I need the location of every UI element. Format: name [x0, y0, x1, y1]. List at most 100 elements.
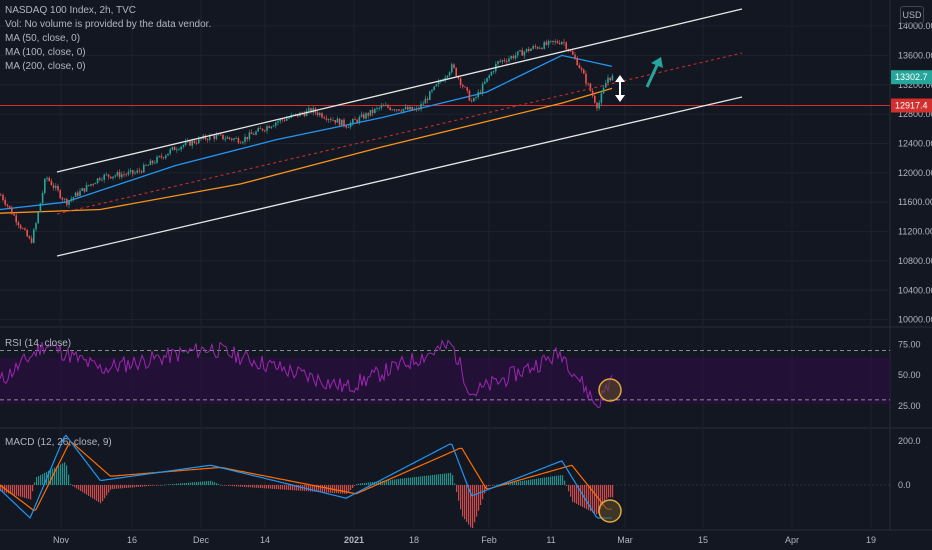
candle-body: [530, 48, 532, 51]
candle-body: [321, 113, 323, 118]
macd-histogram-bar: [440, 474, 442, 485]
macd-histogram-bar: [612, 485, 614, 498]
macd-histogram-bar: [140, 485, 142, 487]
ma200-legend: MA (200, close, 0): [5, 61, 86, 72]
macd-histogram-bar: [468, 485, 470, 525]
candle-body: [492, 71, 495, 73]
candle-body: [198, 138, 200, 144]
candle-body: [39, 203, 42, 213]
macd-histogram-bar: [560, 475, 562, 485]
macd-histogram-bar: [472, 485, 474, 529]
candle-body: [596, 102, 598, 109]
time-tick-label: 19: [866, 535, 876, 545]
macd-histogram-bar: [608, 485, 610, 498]
time-tick-label: Nov: [53, 535, 70, 545]
macd-histogram-bar: [192, 482, 194, 485]
candle-body: [4, 200, 6, 205]
macd-histogram-bar: [184, 483, 186, 485]
candle-body: [242, 141, 244, 143]
candle-body: [275, 122, 277, 126]
candle-body: [378, 107, 380, 109]
macd-histogram-bar: [38, 476, 40, 485]
macd-histogram-bar: [246, 485, 248, 488]
candle-body: [435, 84, 438, 87]
macd-histogram-bar: [562, 475, 564, 485]
macd-histogram-bar: [20, 485, 22, 497]
macd-histogram-bar: [446, 473, 448, 485]
candle-body: [349, 122, 352, 128]
macd-histogram-bar: [540, 478, 542, 485]
macd-histogram-bar: [114, 485, 116, 489]
candle-body: [283, 119, 286, 121]
candle-body: [22, 228, 24, 230]
candle-body: [151, 160, 154, 164]
candle-body: [409, 106, 411, 110]
candle-body: [591, 90, 594, 96]
macd-histogram-bar: [368, 482, 370, 485]
macd-histogram-bar: [94, 485, 96, 500]
macd-histogram-bar: [600, 485, 602, 510]
macd-histogram-bar: [300, 485, 302, 491]
macd-histogram-bar: [208, 481, 210, 485]
macd-histogram-bar: [214, 482, 216, 485]
price-tick-label: 13600.00: [898, 50, 932, 60]
candle-body: [552, 40, 554, 42]
macd-histogram-bar: [516, 481, 518, 485]
candle-body: [235, 138, 237, 139]
macd-histogram-bar: [138, 485, 140, 487]
macd-histogram-bar: [250, 485, 252, 488]
currency-button[interactable]: USD: [900, 6, 924, 24]
macd-histogram-bar: [256, 485, 258, 488]
candle-body: [420, 103, 422, 110]
macd-histogram-bar: [400, 478, 402, 485]
candle-body: [327, 119, 330, 120]
macd-histogram-bar: [76, 485, 78, 489]
candle-body: [594, 95, 596, 103]
macd-histogram-bar: [350, 485, 352, 491]
macd-histogram-bar: [434, 474, 436, 485]
candle-body: [519, 50, 521, 52]
macd-histogram-bar: [444, 473, 446, 485]
macd-histogram-bar: [488, 485, 490, 486]
macd-histogram-bar: [606, 485, 608, 500]
candle-body: [103, 174, 105, 180]
candle-body: [26, 230, 28, 237]
macd-histogram-bar: [100, 485, 102, 504]
candle-body: [68, 200, 70, 205]
macd-histogram-bar: [408, 477, 410, 485]
macd-histogram-bar: [86, 485, 88, 495]
candle-body: [600, 93, 603, 103]
candle-body: [2, 194, 4, 201]
candle-body: [6, 204, 9, 206]
candle-body: [268, 126, 270, 129]
macd-histogram-bar: [432, 474, 434, 485]
candle-body: [46, 177, 48, 179]
macd-histogram-bar: [248, 485, 250, 488]
candle-body: [466, 87, 468, 91]
candle-body: [464, 86, 466, 88]
candle-body: [154, 162, 156, 164]
macd-histogram-bar: [218, 484, 220, 485]
candle-body: [501, 60, 504, 62]
candle-body: [587, 83, 589, 85]
macd-histogram-bar: [168, 484, 170, 485]
candle-body: [545, 42, 548, 45]
macd-histogram-bar: [542, 477, 544, 485]
candle-body: [440, 80, 442, 82]
candle-body: [90, 183, 92, 186]
macd-line: [0, 434, 612, 519]
macd-histogram-bar: [154, 485, 156, 486]
candle-body: [19, 225, 22, 229]
candle-body: [354, 119, 356, 120]
macd-histogram-bar: [10, 485, 12, 494]
candle-body: [598, 102, 600, 109]
candle-body: [107, 174, 110, 177]
candle-body: [118, 172, 121, 178]
time-tick-label: 14: [260, 535, 270, 545]
macd-histogram-bar: [430, 475, 432, 485]
macd-histogram-bar: [288, 485, 290, 490]
macd-histogram-bar: [478, 485, 480, 511]
candle-body: [510, 56, 512, 59]
candle-body: [506, 61, 508, 62]
macd-histogram-bar: [260, 485, 262, 489]
